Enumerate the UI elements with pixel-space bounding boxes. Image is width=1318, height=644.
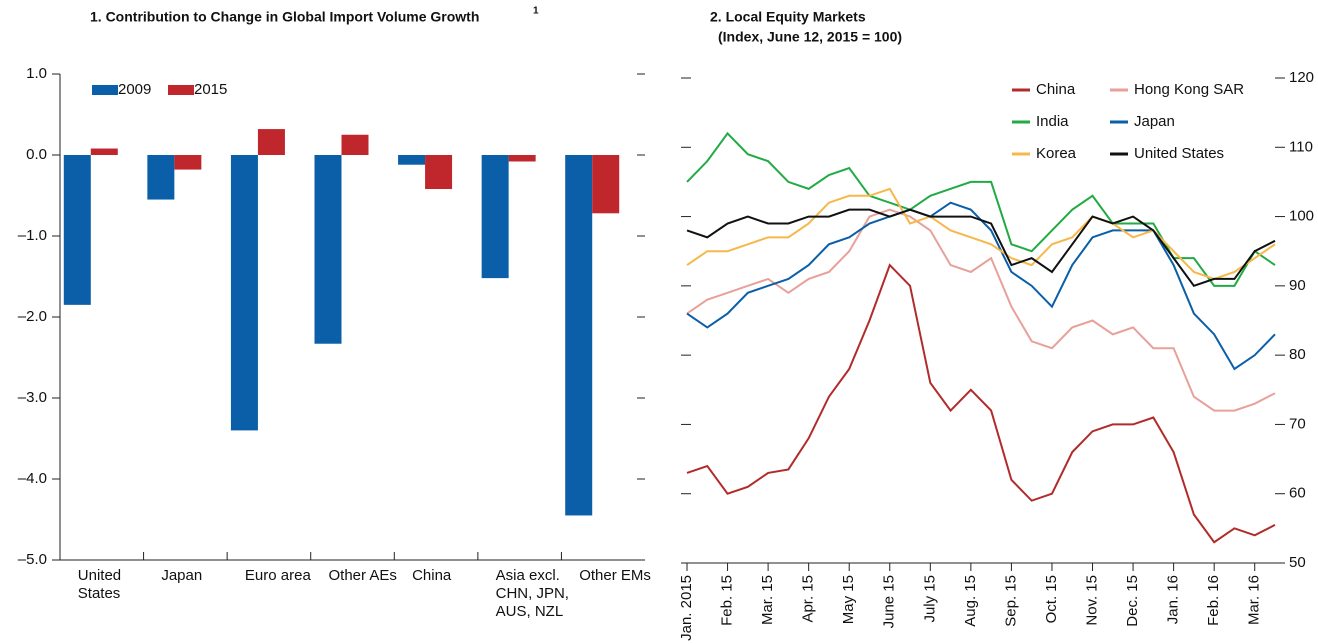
y-tick-label: 1.0 bbox=[26, 65, 47, 82]
legend-swatch bbox=[92, 85, 118, 95]
y-tick-label: 110 bbox=[1289, 138, 1313, 155]
bar bbox=[230, 155, 258, 431]
legend-label: United States bbox=[1134, 145, 1224, 162]
chart-subtitle: (Index, June 12, 2015 = 100) bbox=[718, 29, 902, 45]
bar bbox=[341, 134, 369, 155]
y-tick-label: 120 bbox=[1289, 69, 1314, 86]
y-tick-label: 70 bbox=[1289, 415, 1306, 432]
x-tick-label: July 15 bbox=[921, 575, 938, 623]
bar bbox=[398, 155, 426, 165]
line-series bbox=[686, 201, 1276, 371]
bar bbox=[425, 155, 453, 190]
x-tick-label: CHN, JPN, bbox=[496, 585, 569, 602]
bar bbox=[63, 155, 91, 305]
x-tick-label: Mar. 15 bbox=[759, 575, 776, 625]
x-tick-label: Feb. 15 bbox=[719, 575, 736, 626]
x-tick-label: Other EMs bbox=[579, 567, 651, 584]
y-tick-label: –2.0 bbox=[18, 308, 47, 325]
bar bbox=[174, 155, 202, 170]
y-tick-label: 90 bbox=[1289, 277, 1306, 294]
bar bbox=[147, 155, 175, 200]
legend-label: Korea bbox=[1036, 145, 1077, 162]
x-tick-label: Apr. 15 bbox=[800, 575, 817, 623]
legend-label: 2015 bbox=[194, 81, 227, 98]
x-tick-label: Other AEs bbox=[329, 567, 397, 584]
y-tick-label: 50 bbox=[1289, 554, 1306, 571]
line-series bbox=[686, 208, 1276, 412]
y-tick-label: 80 bbox=[1289, 346, 1306, 363]
x-tick-label: June 15 bbox=[881, 575, 898, 628]
x-tick-label: Nov. 15 bbox=[1083, 575, 1100, 626]
x-tick-label: States bbox=[78, 585, 121, 602]
legend-label: Hong Kong SAR bbox=[1134, 81, 1244, 98]
bar bbox=[314, 155, 342, 344]
y-tick-label: –1.0 bbox=[18, 227, 47, 244]
x-tick-label: Jan. 2015 bbox=[678, 575, 695, 641]
legend-label: Japan bbox=[1134, 113, 1175, 130]
x-tick-label: Asia excl. bbox=[496, 567, 560, 584]
line-series bbox=[686, 208, 1276, 288]
legend-swatch bbox=[168, 85, 194, 95]
y-tick-label: –5.0 bbox=[18, 551, 47, 568]
bar bbox=[565, 155, 593, 516]
x-tick-label: Dec. 15 bbox=[1124, 575, 1141, 627]
title-superscript: 1 bbox=[533, 6, 539, 17]
y-tick-label: 100 bbox=[1289, 208, 1314, 225]
x-tick-label: Euro area bbox=[245, 567, 312, 584]
x-tick-label: Jan. 16 bbox=[1165, 575, 1182, 624]
y-tick-label: –3.0 bbox=[18, 389, 47, 406]
bar bbox=[257, 129, 285, 155]
x-tick-label: May 15 bbox=[840, 575, 857, 624]
legend-label: China bbox=[1036, 81, 1076, 98]
legend-label: India bbox=[1036, 113, 1069, 130]
legend-label: 2009 bbox=[118, 81, 151, 98]
chart-title: 1. Contribution to Change in Global Impo… bbox=[90, 9, 479, 25]
line-series bbox=[686, 131, 1276, 287]
x-tick-label: AUS, NZL bbox=[496, 603, 564, 620]
y-tick-label: –4.0 bbox=[18, 470, 47, 487]
y-tick-label: 0.0 bbox=[26, 146, 47, 163]
x-tick-label: Japan bbox=[161, 567, 202, 584]
bar bbox=[508, 155, 536, 162]
x-tick-label: Oct. 15 bbox=[1043, 575, 1060, 623]
bar bbox=[90, 148, 118, 155]
x-tick-label: Mar. 16 bbox=[1246, 575, 1263, 625]
y-tick-label: 60 bbox=[1289, 485, 1306, 502]
line-series bbox=[686, 187, 1276, 280]
x-tick-label: China bbox=[412, 567, 452, 584]
x-tick-label: United bbox=[78, 567, 121, 584]
x-tick-label: Aug. 15 bbox=[962, 575, 979, 627]
chart-title: 2. Local Equity Markets bbox=[710, 9, 866, 25]
bar bbox=[592, 155, 620, 214]
line-series bbox=[686, 263, 1276, 544]
x-tick-label: Feb. 16 bbox=[1205, 575, 1222, 626]
x-tick-label: Sep. 15 bbox=[1002, 575, 1019, 627]
bar bbox=[481, 155, 509, 279]
